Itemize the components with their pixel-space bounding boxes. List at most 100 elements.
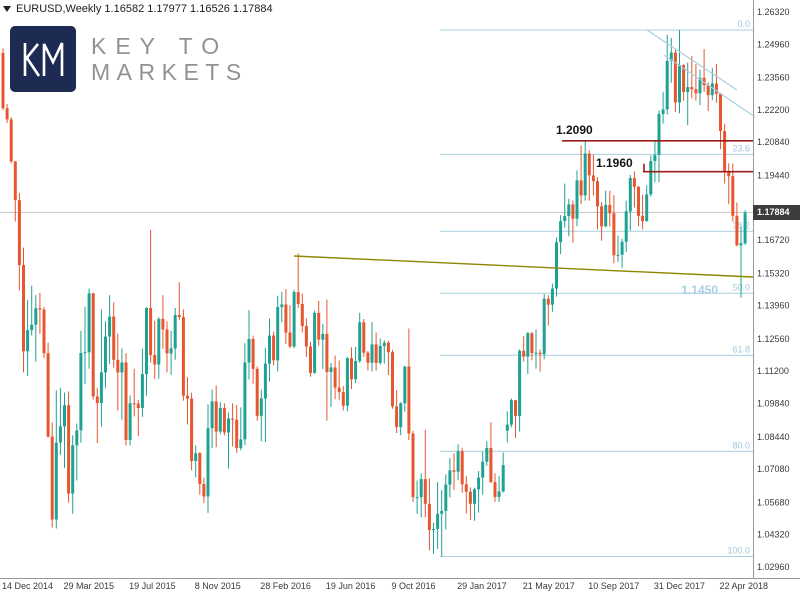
price-axis-label: 1.02960 [757, 562, 790, 572]
resistance-label-11960[interactable]: 1.1960 [596, 156, 633, 170]
candle-body [58, 426, 62, 443]
candle-body [641, 215, 645, 222]
candle-body [104, 336, 107, 373]
candle-body [313, 312, 317, 373]
candle-body [739, 243, 743, 246]
candle-body [427, 503, 431, 530]
candle-body [477, 477, 481, 490]
candle-body [645, 194, 649, 222]
candle-body [382, 342, 386, 347]
fib-level-label: 100.0 [727, 546, 750, 556]
candle-body [550, 288, 554, 305]
candle-body [710, 83, 714, 96]
candle-body [50, 436, 54, 520]
candle-body [128, 403, 132, 440]
candle-body [222, 408, 226, 433]
candle-body [436, 513, 440, 529]
candle-body [526, 333, 530, 357]
candle-body [649, 160, 653, 195]
date-axis-label: 19 Jul 2015 [129, 581, 176, 591]
price-axis-label: 1.11200 [757, 366, 789, 376]
candle-body [5, 108, 9, 120]
candle-body [673, 52, 677, 103]
candle-body [567, 204, 571, 217]
price-axis-label: 1.19440 [757, 170, 790, 180]
candle-body [706, 85, 710, 96]
candle-body [575, 180, 579, 219]
date-axis-label: 31 Dec 2017 [654, 581, 705, 591]
quick-trade-arrow-icon[interactable] [3, 6, 11, 12]
candle-body [559, 221, 563, 243]
candle-body [71, 445, 75, 494]
pennant-line[interactable] [663, 54, 756, 118]
candle-body [13, 161, 17, 201]
candle-body [432, 528, 435, 530]
candle-body [99, 372, 103, 404]
candle-body [321, 333, 325, 340]
candle-body [509, 400, 513, 425]
candle-body [579, 180, 583, 196]
candle-body [452, 470, 456, 472]
candle-body [370, 344, 374, 363]
candle-body [534, 352, 538, 354]
candle-body [333, 367, 337, 388]
candle-body [161, 318, 165, 330]
pennant-line[interactable] [646, 29, 738, 91]
candle-body [542, 298, 546, 355]
candle-body [719, 93, 722, 132]
date-axis-label: 29 Jan 2017 [457, 581, 507, 591]
candle-body [329, 367, 333, 372]
resistance-label-12090[interactable]: 1.2090 [556, 123, 593, 137]
candle-body [464, 484, 468, 492]
candle-body [325, 333, 329, 372]
date-axis-label: 9 Oct 2016 [392, 581, 436, 591]
candle-body [243, 362, 247, 440]
descending-trendline[interactable] [293, 255, 754, 278]
candle-body [120, 362, 124, 373]
candle-body [669, 52, 673, 61]
fib-level-label: 38.2 [732, 220, 750, 230]
candle-body [108, 316, 112, 337]
date-axis-label: 22 Apr 2018 [720, 581, 769, 591]
candle-body [206, 428, 210, 497]
candle-body [54, 442, 58, 520]
candle-body [563, 216, 567, 222]
candle-body [83, 352, 87, 354]
candle-body [686, 87, 690, 93]
candle-body [678, 64, 681, 103]
candle-body [395, 406, 399, 428]
candle-body [600, 206, 604, 227]
price-axis-label: 1.24960 [757, 39, 790, 49]
broker-logo-text: KEY TO MARKETS [91, 33, 248, 92]
candle-body [341, 392, 345, 406]
candle-body [657, 113, 661, 155]
candle-body [304, 326, 308, 347]
fib-level-label: 23.6 [732, 143, 750, 153]
candle-body [489, 447, 493, 483]
candle-body [149, 308, 153, 356]
chart-header: EURUSD,Weekly 1.16582 1.17977 1.16526 1.… [3, 3, 273, 15]
current-price-badge: 1.17884 [753, 205, 800, 220]
candle-body [284, 304, 288, 333]
candle-body [296, 292, 300, 304]
candle-body [505, 424, 509, 431]
candle-body [350, 358, 353, 380]
price-axis-label: 1.15320 [757, 268, 790, 278]
candle-body [608, 204, 612, 214]
fib-level-label: 80.0 [732, 440, 750, 450]
candle-body [735, 215, 739, 246]
candle-body [169, 348, 173, 354]
candle-body [116, 359, 120, 373]
candle-body [407, 366, 411, 434]
candle-body [448, 470, 452, 485]
support-label-11450[interactable]: 1.1450 [681, 283, 718, 297]
candle-body [354, 361, 358, 380]
candle-body [255, 368, 259, 416]
candle-body [38, 308, 42, 310]
candle-body [694, 89, 698, 94]
candle-body [210, 401, 214, 429]
date-axis-label: 29 Mar 2015 [64, 581, 115, 591]
candle-body [653, 154, 657, 161]
candle-body [702, 77, 706, 86]
